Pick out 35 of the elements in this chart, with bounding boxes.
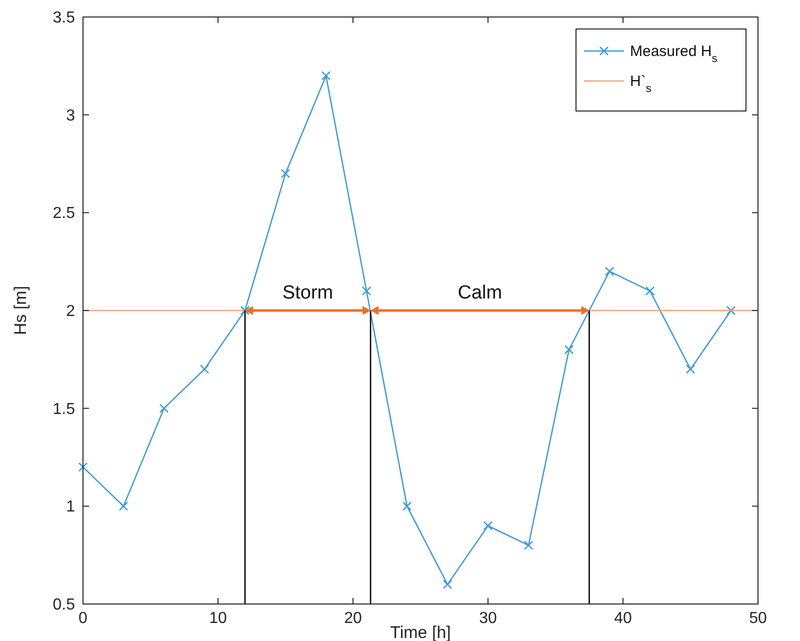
point: [442, 580, 452, 590]
point: [240, 306, 250, 316]
annotation: Storm: [282, 282, 334, 304]
legend-label: H`$_{s}$: [630, 73, 652, 95]
y-tick-label: 2.5: [52, 205, 76, 222]
point: [604, 266, 614, 276]
point: [200, 364, 210, 374]
point: [118, 502, 128, 511]
x-tick-label: 40: [614, 610, 632, 627]
point: [362, 286, 372, 296]
x-tick-label: 10: [209, 610, 227, 627]
y-tick-label: 3.5: [52, 10, 76, 26]
x-tick-label: 20: [344, 610, 362, 627]
point: [159, 404, 169, 413]
y-tick-label: 3: [66, 107, 76, 124]
point: [321, 71, 331, 80]
annotation: Calm: [458, 282, 502, 304]
x-tick-label: 30: [479, 610, 497, 627]
y-tick-label: 2: [66, 303, 76, 320]
y-axis-title: Hs [m]: [11, 286, 30, 336]
point: [564, 344, 574, 354]
point: [280, 168, 290, 178]
legend-label: Measured H$_{s}$: [630, 43, 718, 65]
point: [483, 521, 493, 530]
point: [402, 502, 412, 511]
x-tick-label: 0: [78, 610, 88, 627]
y-tick-label: 0.5: [52, 596, 76, 614]
point: [645, 286, 655, 296]
point: [524, 540, 534, 550]
point: [78, 462, 88, 472]
x-tick-label: 50: [749, 610, 767, 627]
point: [726, 306, 736, 316]
point: [686, 364, 696, 374]
y-tick-label: 1: [66, 498, 76, 516]
y-tick-label: 1.5: [52, 400, 76, 418]
